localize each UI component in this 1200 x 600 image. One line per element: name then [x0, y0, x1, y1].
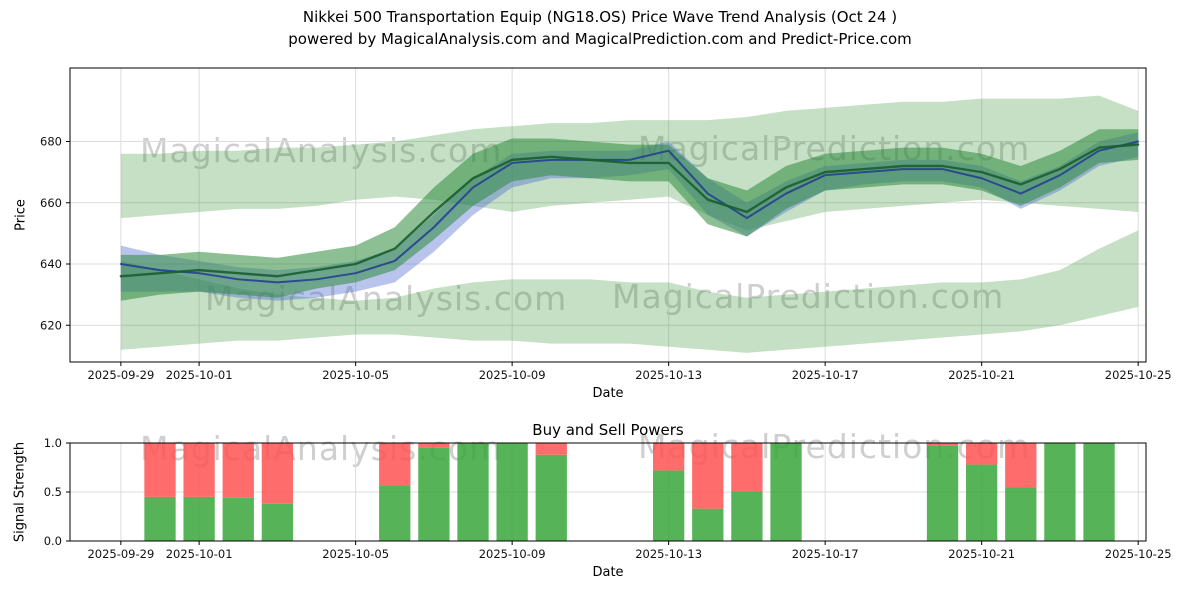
x-tick-label: 2025-10-01	[166, 368, 233, 382]
x-tick-label: 2025-10-13	[635, 547, 702, 561]
x-tick-label: 2025-10-09	[479, 547, 546, 561]
sell-power-bar	[692, 443, 724, 509]
price-plot-border	[69, 67, 1147, 363]
price-axis-label: Price	[13, 199, 29, 231]
buy-power-bar	[261, 503, 294, 541]
buy-power-bar	[652, 470, 685, 541]
sell-power-bar	[1005, 443, 1037, 488]
sell-power-bar	[652, 443, 685, 471]
buy-power-bar	[731, 492, 763, 541]
watermark-magicalprediction: MagicalPrediction.com	[612, 277, 1005, 316]
x-tick-label: 2025-10-21	[948, 368, 1015, 382]
y-tick-label: 0.5	[44, 485, 62, 499]
sell-power-bar	[183, 443, 215, 497]
buy-power-bar	[418, 447, 450, 541]
core-green-wave-band	[120, 129, 1139, 301]
y-tick-label: 620	[40, 318, 62, 332]
buy-power-bar	[457, 443, 489, 541]
x-tick-label: 2025-10-17	[792, 547, 859, 561]
x-tick-label: 2025-10-17	[792, 368, 859, 382]
x-tick-label: 2025-10-25	[1105, 368, 1172, 382]
buy-power-bar	[535, 454, 567, 541]
sell-power-bar	[222, 443, 254, 498]
outer-lower-forecast-band	[120, 230, 1139, 353]
buy-power-bar	[496, 443, 528, 541]
page-title: Nikkei 500 Transportation Equip (NG18.OS…	[302, 8, 898, 26]
signal-strength-axis-label: Signal Strength	[12, 441, 28, 543]
sell-power-bar	[731, 443, 763, 492]
x-tick-label: 2025-10-09	[479, 368, 546, 382]
sell-power-bar	[966, 443, 998, 465]
buy-power-bar	[1083, 443, 1115, 541]
watermark-magicalanalysis: MagicalAnalysis.com	[140, 131, 503, 170]
y-tick-label: 640	[40, 257, 62, 271]
sell-power-bar	[261, 443, 294, 504]
buy-power-bar	[1005, 487, 1037, 541]
x-tick-label: 2025-10-01	[166, 547, 233, 561]
buy-power-bar	[222, 497, 254, 541]
sell-power-bar	[418, 443, 450, 448]
page-subtitle: powered by MagicalAnalysis.com and Magic…	[288, 30, 912, 48]
sell-power-bar	[144, 443, 176, 497]
buy-power-bar	[966, 464, 998, 541]
buy-power-bar	[692, 508, 724, 541]
blue-trend-line	[119, 140, 1140, 284]
x-tick-label: 2025-10-21	[948, 547, 1015, 561]
x-tick-label: 2025-09-29	[87, 368, 154, 382]
green-trend-line	[119, 143, 1140, 278]
x-tick-label: 2025-10-13	[635, 368, 702, 382]
y-tick-label: 1.0	[44, 436, 62, 450]
buy-power-bar	[926, 445, 959, 541]
x-tick-label: 2025-10-25	[1105, 547, 1172, 561]
y-tick-label: 0.0	[44, 534, 62, 548]
x-tick-label: 2025-10-05	[322, 368, 389, 382]
sell-power-bar	[926, 443, 959, 446]
buy-power-bar	[770, 443, 802, 541]
buy-sell-powers-title: Buy and Sell Powers	[532, 421, 684, 439]
buy-power-bar	[144, 496, 176, 541]
y-tick-label: 660	[40, 196, 62, 210]
date-axis-label-bottom: Date	[592, 565, 624, 580]
sell-power-bar	[379, 443, 411, 486]
buy-power-bar	[379, 485, 411, 541]
y-tick-label: 680	[40, 135, 62, 149]
sell-power-bar	[535, 443, 567, 455]
buy-power-bar	[183, 496, 215, 541]
x-tick-label: 2025-10-05	[322, 547, 389, 561]
buy-power-bar	[1044, 443, 1076, 541]
date-axis-label-top: Date	[592, 386, 624, 401]
x-tick-label: 2025-09-29	[87, 547, 154, 561]
